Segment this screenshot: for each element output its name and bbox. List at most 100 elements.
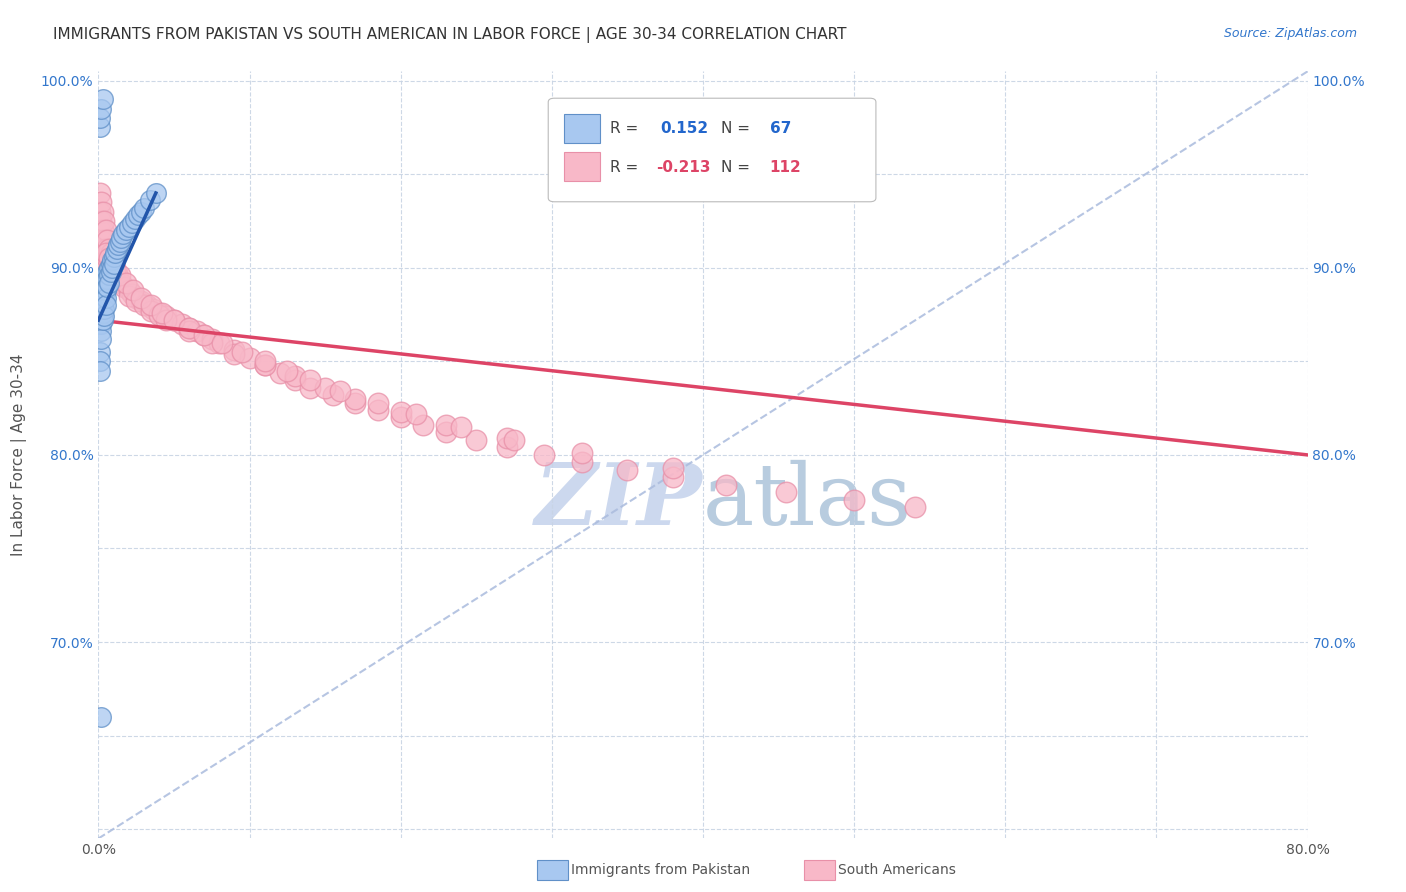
Point	[91, 204, 114, 219]
Point	[155, 310, 177, 324]
Point	[110, 276, 132, 290]
Point	[94, 276, 117, 290]
Point	[150, 306, 173, 320]
Point	[103, 274, 125, 288]
Point	[103, 255, 125, 269]
Point	[253, 358, 276, 372]
Point	[142, 301, 165, 316]
Text: R =: R =	[610, 121, 643, 136]
Point	[118, 219, 141, 234]
Point	[139, 194, 162, 208]
Point	[135, 298, 157, 312]
Point	[314, 380, 336, 394]
Point	[129, 291, 152, 305]
Point	[276, 364, 298, 378]
Point	[269, 366, 291, 380]
Point	[112, 279, 135, 293]
Text: Source: ZipAtlas.com: Source: ZipAtlas.com	[1223, 27, 1357, 40]
Point	[571, 446, 593, 460]
Point	[101, 257, 124, 271]
Point	[148, 306, 170, 320]
Point	[121, 287, 143, 301]
Text: South Americans: South Americans	[838, 863, 956, 877]
Point	[110, 231, 132, 245]
Text: 0.152: 0.152	[661, 121, 709, 136]
Point	[211, 335, 233, 350]
Point	[322, 388, 344, 402]
Point	[90, 214, 112, 228]
Point	[114, 276, 136, 290]
Point	[90, 710, 112, 724]
Y-axis label: In Labor Force | Age 30-34: In Labor Force | Age 30-34	[11, 353, 27, 557]
Point	[105, 242, 128, 256]
Point	[108, 268, 131, 283]
Point	[163, 313, 186, 327]
Point	[904, 500, 927, 515]
Point	[93, 233, 115, 247]
Point	[101, 253, 124, 268]
Point	[90, 317, 112, 331]
Point	[107, 238, 129, 252]
Point	[90, 195, 112, 210]
Point	[104, 260, 127, 275]
Text: -0.213: -0.213	[655, 160, 710, 175]
Point	[179, 325, 201, 339]
Point	[114, 223, 136, 237]
Point	[91, 92, 114, 106]
Point	[89, 354, 111, 368]
Point	[224, 347, 246, 361]
Point	[98, 268, 121, 283]
Point	[124, 212, 146, 227]
Point	[91, 298, 114, 312]
Point	[93, 214, 115, 228]
Point	[201, 335, 224, 350]
Point	[450, 420, 472, 434]
Point	[239, 351, 262, 365]
Point	[405, 407, 427, 421]
Point	[91, 283, 114, 297]
Point	[299, 373, 322, 387]
Point	[465, 433, 488, 447]
Point	[100, 257, 122, 271]
Point	[103, 257, 125, 271]
Point	[100, 264, 122, 278]
Point	[101, 270, 124, 285]
Point	[94, 245, 117, 260]
Point	[94, 260, 117, 275]
Point	[121, 216, 143, 230]
Point	[533, 448, 555, 462]
Point	[90, 325, 112, 339]
Text: N =: N =	[721, 160, 755, 175]
Point	[132, 298, 155, 312]
Point	[344, 395, 367, 409]
Point	[714, 478, 737, 492]
Point	[89, 298, 111, 312]
Point	[122, 283, 145, 297]
Point	[141, 303, 163, 318]
Point	[201, 332, 224, 346]
Point	[284, 373, 307, 387]
Point	[91, 242, 114, 256]
Bar	[564, 152, 600, 181]
Point	[231, 345, 253, 359]
Point	[495, 431, 517, 445]
Text: N =: N =	[721, 121, 755, 136]
Point	[91, 298, 114, 312]
Point	[98, 242, 121, 256]
Point	[108, 235, 131, 249]
Point	[96, 272, 118, 286]
Point	[94, 223, 117, 237]
Point	[89, 364, 111, 378]
Point	[412, 417, 434, 432]
Text: 112: 112	[769, 160, 801, 175]
Point	[90, 233, 112, 247]
Point	[90, 287, 112, 301]
Point	[299, 380, 322, 394]
Point	[94, 298, 117, 312]
Point	[90, 332, 112, 346]
Point	[111, 227, 134, 241]
Point	[96, 252, 118, 266]
Point	[93, 310, 115, 324]
Point	[329, 384, 352, 399]
Point	[90, 294, 112, 309]
